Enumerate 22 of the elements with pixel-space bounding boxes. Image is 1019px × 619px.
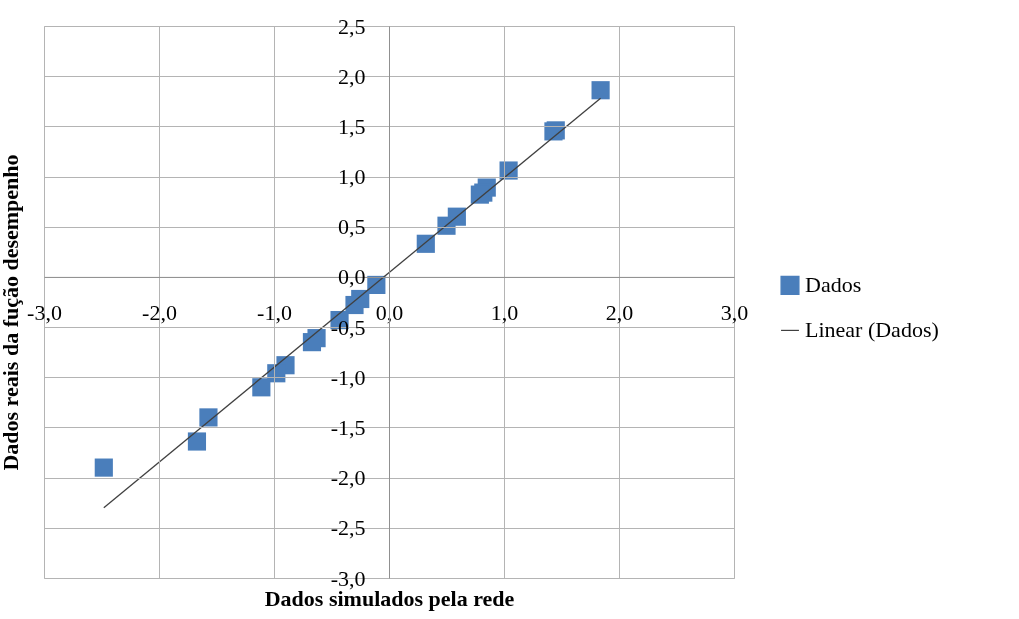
- x-tick-label: -3,0: [27, 300, 62, 326]
- x-tick-label: -2,0: [142, 300, 177, 326]
- y-tick-label: 2,5: [338, 13, 366, 39]
- y-tick-label: -3,0: [330, 565, 366, 591]
- y-tick-label: -1,0: [330, 364, 366, 390]
- x-tick-label: 2,0: [605, 300, 634, 326]
- y-tick-label: -1,5: [330, 414, 366, 440]
- y-tick-label: 1,5: [338, 113, 366, 139]
- y-tick-label: 2,0: [338, 63, 366, 89]
- x-tick-label: 1,0: [490, 300, 519, 326]
- legend-label: Dados: [805, 272, 862, 298]
- y-tick-label: 1,0: [338, 164, 366, 190]
- legend-label: Linear (Dados): [805, 317, 939, 343]
- x-tick-label: -1,0: [257, 300, 292, 326]
- y-tick-label: -2,0: [330, 465, 366, 491]
- x-tick-label: 0,0: [375, 300, 404, 326]
- y-tick-label: 0,0: [338, 264, 366, 290]
- y-tick-label: -2,5: [330, 515, 366, 541]
- y-axis-title: Dados reais da fução desempenho: [0, 154, 23, 471]
- y-tick-label: 0,5: [338, 214, 366, 240]
- x-tick-label: 3,0: [720, 300, 749, 326]
- y-tick-label: -0,5: [330, 314, 366, 340]
